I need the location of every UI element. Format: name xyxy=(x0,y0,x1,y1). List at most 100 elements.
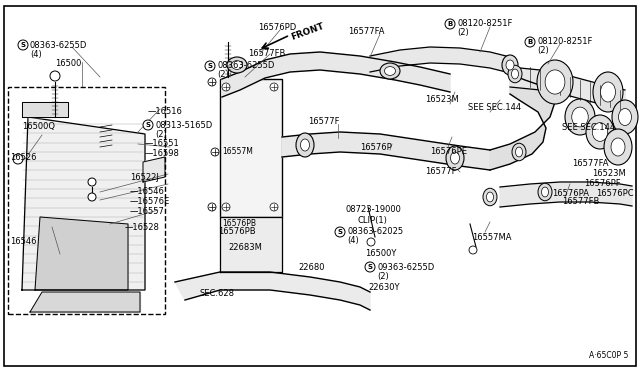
Circle shape xyxy=(222,203,230,211)
Ellipse shape xyxy=(612,100,638,134)
Circle shape xyxy=(208,203,216,211)
Text: A·65C0P 5: A·65C0P 5 xyxy=(589,351,628,360)
Polygon shape xyxy=(282,132,490,170)
Text: 16546: 16546 xyxy=(10,237,36,247)
Text: —16516: —16516 xyxy=(148,108,183,116)
Text: 22680: 22680 xyxy=(298,263,324,272)
Text: 08120-8251F: 08120-8251F xyxy=(537,38,593,46)
Text: S: S xyxy=(367,264,372,270)
Text: 08313-5165D: 08313-5165D xyxy=(155,121,212,129)
Ellipse shape xyxy=(541,187,548,197)
Circle shape xyxy=(18,40,28,50)
Text: 16576P: 16576P xyxy=(360,142,392,151)
Polygon shape xyxy=(22,117,145,290)
Circle shape xyxy=(270,83,278,91)
Polygon shape xyxy=(175,272,370,310)
Text: 08723-19000: 08723-19000 xyxy=(345,205,401,215)
Text: —16546: —16546 xyxy=(130,187,165,196)
Text: 16576PA: 16576PA xyxy=(552,189,589,199)
Text: S: S xyxy=(20,42,26,48)
Text: —16557: —16557 xyxy=(130,208,165,217)
Text: SEC.628: SEC.628 xyxy=(200,289,235,298)
Polygon shape xyxy=(370,47,510,73)
Ellipse shape xyxy=(451,152,460,164)
Circle shape xyxy=(208,78,216,86)
Text: (2): (2) xyxy=(217,71,228,80)
Ellipse shape xyxy=(486,192,493,202)
Circle shape xyxy=(211,148,219,156)
Text: 16526: 16526 xyxy=(10,153,36,161)
Text: 08120-8251F: 08120-8251F xyxy=(457,19,513,29)
Text: 22630Y: 22630Y xyxy=(368,283,399,292)
Polygon shape xyxy=(143,157,165,182)
Circle shape xyxy=(222,83,230,91)
Ellipse shape xyxy=(565,99,595,135)
Ellipse shape xyxy=(593,72,623,112)
Text: 16577F: 16577F xyxy=(425,167,456,176)
Text: (4): (4) xyxy=(347,237,359,246)
Polygon shape xyxy=(220,217,282,272)
Ellipse shape xyxy=(483,188,497,206)
Text: 08363-62025: 08363-62025 xyxy=(347,228,403,237)
Text: S: S xyxy=(337,229,342,235)
Polygon shape xyxy=(222,52,450,97)
Polygon shape xyxy=(500,182,632,207)
Text: 16500Q: 16500Q xyxy=(22,122,55,131)
Text: 16500: 16500 xyxy=(55,60,81,68)
Ellipse shape xyxy=(586,115,614,149)
Text: 22683M: 22683M xyxy=(228,243,262,251)
Ellipse shape xyxy=(538,183,552,201)
Text: —16598: —16598 xyxy=(145,150,180,158)
Ellipse shape xyxy=(511,69,518,79)
Text: FRONT: FRONT xyxy=(290,22,326,42)
Text: 16557MA: 16557MA xyxy=(472,232,511,241)
Ellipse shape xyxy=(600,82,616,102)
Text: 16523M: 16523M xyxy=(425,96,459,105)
Ellipse shape xyxy=(572,107,588,127)
Ellipse shape xyxy=(502,55,518,75)
Circle shape xyxy=(205,61,215,71)
Text: 16523M: 16523M xyxy=(592,170,626,179)
Text: —16528: —16528 xyxy=(125,222,160,231)
Text: 16577FA: 16577FA xyxy=(348,28,385,36)
Text: (2): (2) xyxy=(377,272,388,280)
Ellipse shape xyxy=(301,139,310,151)
Text: (2): (2) xyxy=(457,29,468,38)
Text: B: B xyxy=(447,21,452,27)
Polygon shape xyxy=(490,74,555,170)
Bar xyxy=(220,79,282,217)
Ellipse shape xyxy=(506,60,514,70)
Ellipse shape xyxy=(604,129,632,165)
Text: —16576E: —16576E xyxy=(130,198,170,206)
Ellipse shape xyxy=(380,63,400,79)
Ellipse shape xyxy=(296,133,314,157)
Text: 09363-6255D: 09363-6255D xyxy=(377,263,435,272)
Text: 16576PD: 16576PD xyxy=(258,22,296,32)
Text: 08363-6255D: 08363-6255D xyxy=(30,41,88,49)
Text: 16576PF: 16576PF xyxy=(584,180,621,189)
Ellipse shape xyxy=(446,146,464,170)
Ellipse shape xyxy=(232,61,243,70)
Ellipse shape xyxy=(515,147,522,157)
Text: (2): (2) xyxy=(155,129,167,138)
Text: 16576PB: 16576PB xyxy=(222,219,256,228)
Circle shape xyxy=(525,37,535,47)
Text: —16551: —16551 xyxy=(145,140,180,148)
Text: 16577F: 16577F xyxy=(308,118,339,126)
Ellipse shape xyxy=(227,57,247,73)
Circle shape xyxy=(335,227,345,237)
Text: 08363-6255D: 08363-6255D xyxy=(217,61,275,71)
Polygon shape xyxy=(30,292,140,312)
Polygon shape xyxy=(510,67,625,110)
Text: B: B xyxy=(527,39,532,45)
Text: 16576PC: 16576PC xyxy=(596,189,634,199)
Text: 16577FB: 16577FB xyxy=(562,198,600,206)
Circle shape xyxy=(367,238,375,246)
Circle shape xyxy=(270,203,278,211)
Text: 16500Y: 16500Y xyxy=(365,250,396,259)
Ellipse shape xyxy=(537,60,573,104)
Circle shape xyxy=(13,154,23,164)
Circle shape xyxy=(445,19,455,29)
Text: (4): (4) xyxy=(30,49,42,58)
Ellipse shape xyxy=(592,123,608,141)
